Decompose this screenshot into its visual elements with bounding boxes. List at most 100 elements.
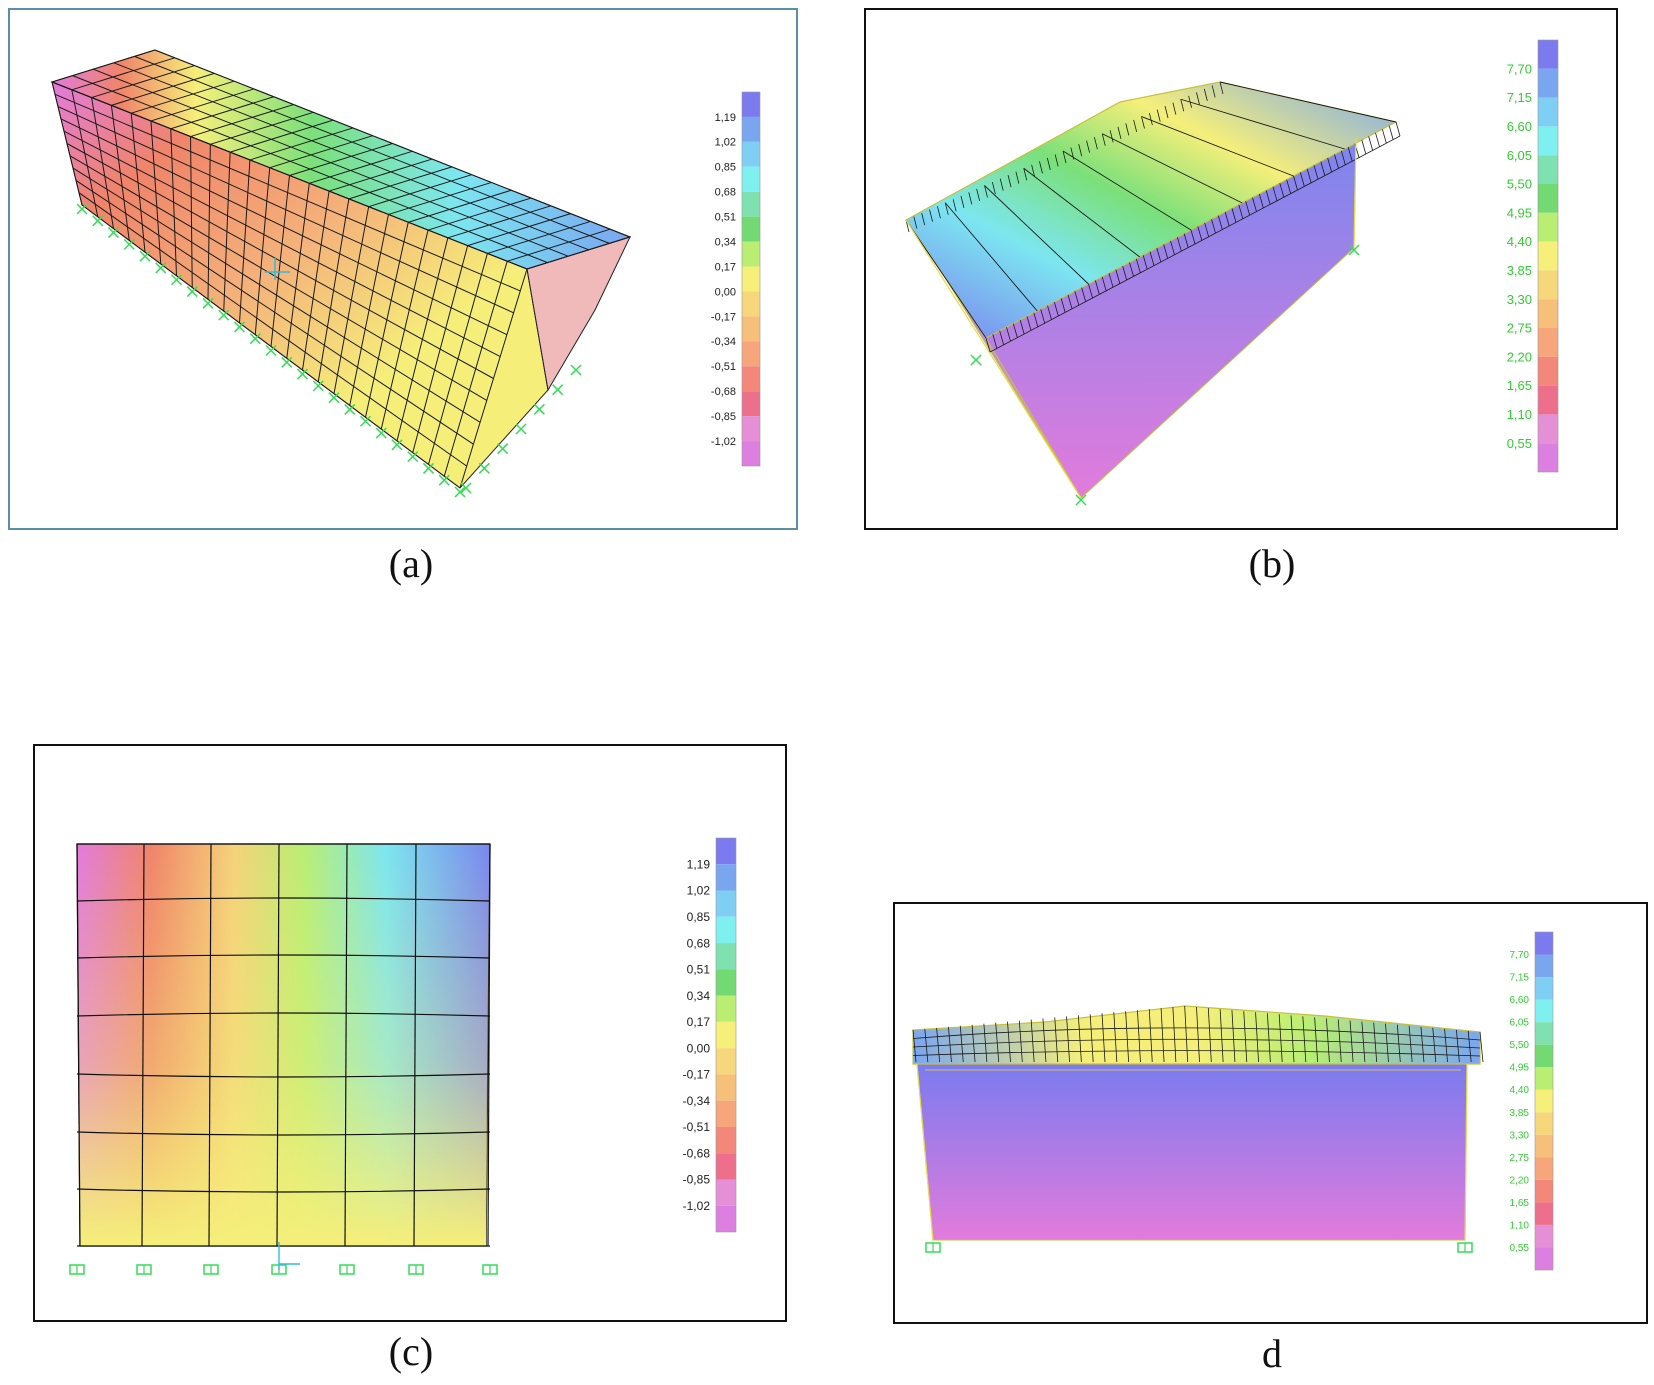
panel-b-eave-line [1053, 301, 1059, 317]
panel-b-eave-line [985, 337, 991, 353]
panel-d-legend-label: 7,70 [1510, 950, 1530, 961]
panel-b-eave-line [1347, 147, 1353, 162]
panel-c-grid-horizontal [76, 1188, 491, 1193]
panel-b-eave-line [999, 330, 1005, 345]
panel-c-grid-vertical [413, 843, 417, 1247]
panel-d-legend-swatch [1535, 954, 1553, 978]
panel-c-legend-label: -0,51 [683, 1120, 711, 1134]
panel-d-legend-label: 2,20 [1510, 1175, 1530, 1186]
panel-c-legend-swatch [716, 969, 736, 996]
panel-a-legend-label: -0,51 [711, 361, 736, 373]
panel-b-legend-swatch [1538, 356, 1558, 386]
panel-b-eave-line [1327, 157, 1333, 173]
panel-a-top-grid-line [526, 236, 631, 270]
panel-b-eave-line [1245, 201, 1251, 216]
panel-d-roof-mesh-line [1337, 1019, 1342, 1063]
panel-b-eave-line [1279, 183, 1285, 198]
panel-a-legend-label: 0,00 [715, 286, 736, 298]
panel-b-eave-line [1361, 139, 1367, 155]
panel-d: 7,70 7,15 6,60 6,05 5,50 4,95 4,40 3,85 3,30 2,75… [893, 902, 1648, 1324]
panel-b-ridge-line [960, 195, 965, 208]
panel-b-ridge-line [1070, 147, 1075, 160]
panel-b-roof-rafter [1062, 150, 1192, 231]
panel-b-eave-line [1340, 150, 1346, 165]
panel-b-ridge-line [991, 181, 996, 195]
panel-d-roof-mesh-line [1219, 1009, 1224, 1063]
panel-d-legend-swatch [1535, 1202, 1553, 1225]
panel-b-legend: 7,70 7,15 6,60 6,05 5,50 4,95 4,40 3,85 3,30 2,75… [1507, 39, 1559, 473]
panel-a-top-grid-line [427, 197, 532, 231]
support-icon [482, 1264, 498, 1275]
panel-b-ridge-line [1172, 102, 1177, 115]
panel-b-eave-line [1142, 255, 1148, 270]
panel-c-grid-horizontal [76, 1012, 491, 1017]
panel-d-roof-mesh-line [1243, 1011, 1248, 1063]
panel-b-legend-label: 4,40 [1507, 234, 1532, 249]
panel-a-side-grid-line [51, 81, 528, 270]
panel-b-eave-line [1252, 197, 1257, 212]
panel-a-legend-swatch [742, 316, 760, 342]
panel-d-legend-swatch [1535, 1089, 1553, 1113]
panel-b-legend-swatch [1538, 68, 1558, 98]
support-icon [422, 462, 435, 474]
support-icon [375, 427, 387, 439]
panel-d-legend-label: 5,50 [1510, 1040, 1530, 1051]
panel-c-legend-label: -0,68 [683, 1146, 711, 1160]
panel-d-legend-swatch [1535, 1179, 1553, 1203]
panel-c-legend-swatch [716, 1126, 736, 1154]
panel-b-ridge-line [1023, 168, 1028, 181]
panel-a-legend-swatch [742, 116, 760, 142]
panel-b-eave-line [1334, 154, 1339, 169]
support-icon [123, 238, 135, 250]
panel-b-legend-label: 2,20 [1507, 349, 1532, 364]
support-icon [312, 380, 324, 392]
panel-d-legend-frame [1534, 931, 1554, 1271]
panel-a-legend-swatch [742, 341, 760, 367]
panel-b-eave-line [1047, 305, 1052, 320]
support-icon [454, 486, 466, 498]
panel-d-legend-swatch [1535, 1112, 1553, 1135]
panel-b-ridge-line [929, 209, 933, 222]
panel-d-legend-label: 3,30 [1510, 1130, 1530, 1141]
panel-d-roof-mesh-line [1030, 1019, 1035, 1063]
panel-d-roof-mesh-line [912, 1038, 1481, 1049]
caption-c: (c) [388, 1329, 434, 1374]
support-icon [408, 1264, 424, 1275]
support-icon [296, 368, 309, 380]
panel-a-top-grid-line [507, 228, 611, 262]
panel-a-top-grid-line [348, 166, 453, 200]
panel-a-side-grid-line [57, 106, 514, 314]
panel-d-roof-mesh-line [1444, 1028, 1448, 1063]
panel-c-legend-swatch [716, 1179, 736, 1206]
panel-b-ridge-line [1039, 161, 1043, 174]
support-icon [533, 403, 545, 415]
panel-d-legend-label: 3,85 [1510, 1108, 1530, 1119]
panel-a-legend-label: 0,34 [715, 236, 736, 248]
panel-b-eave-line [1197, 226, 1203, 241]
panel-a-model: 1,19 1,02 0,85 0,68 0,51 0,34 0,17 0,00 -0,17 -0,… [50, 49, 761, 498]
panel-b-legend-label: 3,85 [1507, 263, 1532, 278]
panel-b-ridge-line [1164, 106, 1169, 119]
panel-d-legend-label: 7,15 [1510, 973, 1530, 984]
panel-b-legend-swatch [1538, 212, 1558, 242]
panel-d-roof-mesh-line [1137, 1010, 1141, 1063]
panel-d-roof-mesh-line [1125, 1011, 1130, 1063]
panel-c-legend-label: 0,68 [687, 936, 711, 950]
panel-b-eave-line [1388, 125, 1394, 140]
panel-c-legend-label: -1,02 [683, 1199, 711, 1213]
panel-b-eave-line [1395, 121, 1401, 137]
panel-b-ridge-line [1101, 133, 1106, 146]
panel-d-legend-swatch [1535, 1224, 1553, 1248]
support-icon [170, 274, 183, 286]
panel-b-legend-label: 7,15 [1507, 90, 1532, 105]
panel-a-top-grid-line [249, 127, 354, 161]
panel-c-legend-swatch [716, 943, 736, 970]
panel-b-eave-line [1190, 229, 1196, 245]
panel-b-ridge-line [1156, 109, 1161, 122]
panel-b-ridge-line [1180, 99, 1185, 112]
panel-c-legend-swatch [716, 1153, 736, 1180]
panel-d-roof-mesh-line [1326, 1018, 1330, 1063]
support-icon [438, 474, 450, 486]
panel-a-top-grid-line [269, 135, 373, 169]
panel-b-ridge-line [921, 213, 926, 226]
